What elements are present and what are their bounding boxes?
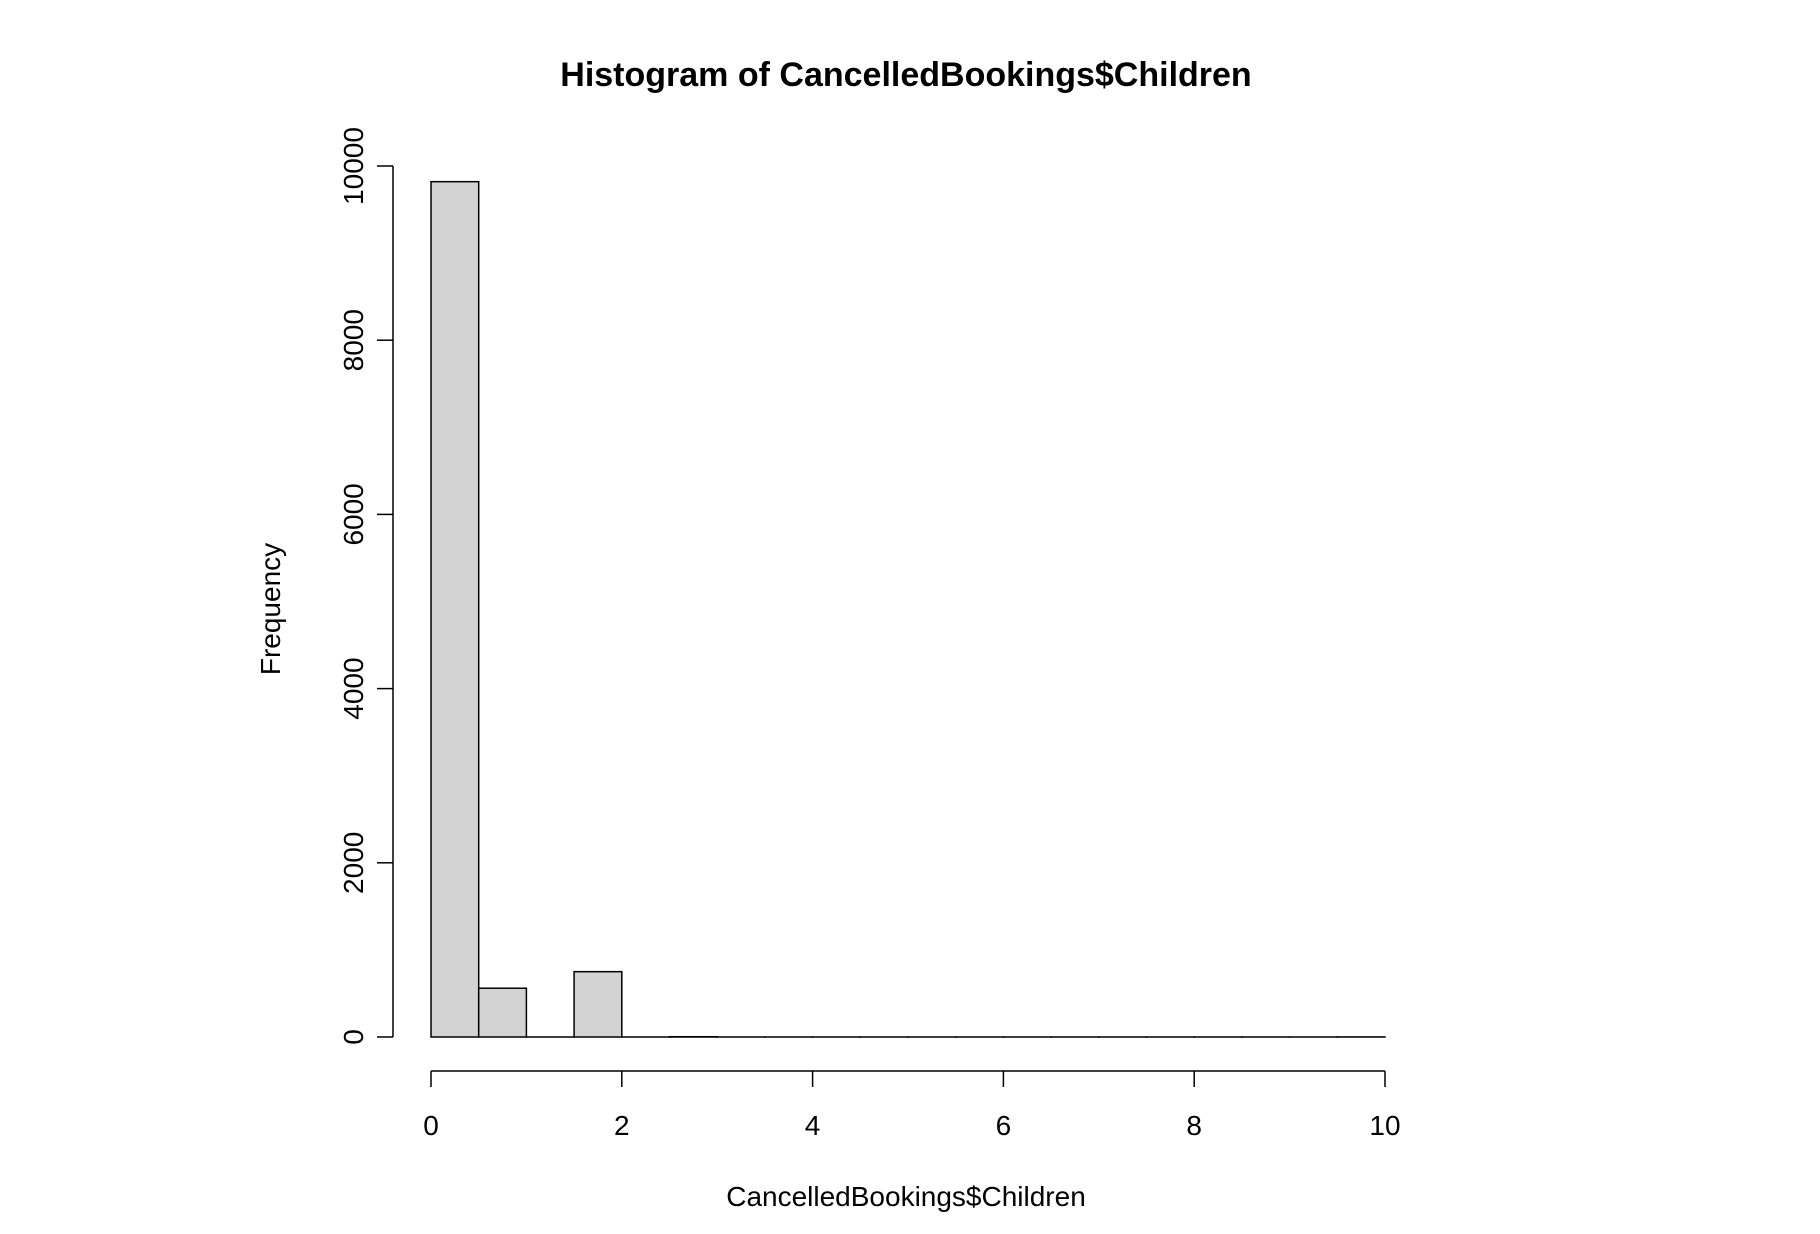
bars-group	[430, 180, 1386, 1038]
y-tick-label: 10000	[338, 127, 369, 205]
y-axis-label: Frequency	[255, 543, 286, 675]
y-tick-label: 2000	[338, 832, 369, 894]
x-tick-label: 0	[423, 1110, 439, 1141]
chart-title: Histogram of CancelledBookings$Children	[560, 56, 1251, 94]
y-tick-label: 6000	[338, 483, 369, 545]
x-axis: 0 2 4 6 8 10	[423, 1070, 1401, 1141]
histogram-bar	[477, 987, 528, 1038]
x-tick-label: 2	[614, 1110, 630, 1141]
histogram-bar	[573, 970, 623, 1038]
y-tick-label: 4000	[338, 657, 369, 719]
x-tick-label: 6	[996, 1110, 1012, 1141]
x-tick-label: 10	[1369, 1110, 1400, 1141]
x-axis-label: CancelledBookings$Children	[726, 1181, 1086, 1212]
x-tick-label: 4	[805, 1110, 821, 1141]
y-axis: 0 2000 4000 6000 8000 10000	[338, 127, 394, 1045]
y-tick-label: 0	[338, 1029, 369, 1045]
x-tick-label: 8	[1186, 1110, 1202, 1141]
histogram-bar	[430, 180, 480, 1038]
y-tick-label: 8000	[338, 309, 369, 371]
